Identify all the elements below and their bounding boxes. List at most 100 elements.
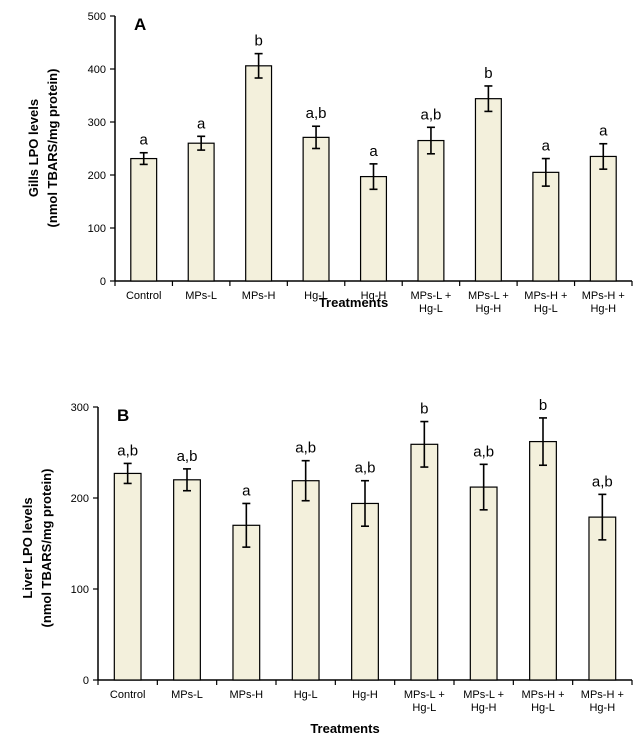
x-tick-label-line: MPs-H [242,290,276,302]
y-axis-title: (nmol TBARS/mg protein) [39,469,54,628]
y-tick-label: 0 [83,675,89,687]
significance-label: a,b [295,440,316,457]
chart-panel-a: 0 100 200 300 400 500 a Control a MPs-L b MPs-H a,b H… [26,11,633,315]
x-tick-label-line: MPs-L + [404,689,445,701]
x-tick-label: MPs-L [185,290,217,302]
x-tick-label: MPs-H + Hg-H [581,689,624,714]
x-axis-title: Treatments [319,295,388,310]
x-tick-label-line: MPs-L + [468,290,509,302]
x-tick-label-line: MPs-H + [521,689,564,701]
x-tick-label: MPs-L [171,689,203,701]
chart-panel-b: 0 100 200 300 a,b Control a,b MPs-L a MPs-H a,b Hg-… [20,397,633,735]
significance-label: a,b [473,443,494,460]
x-tick-label-line: Control [126,290,161,302]
y-axis-title: Gills LPO levels [26,99,41,197]
y-axis-title: (nmol TBARS/mg protein) [45,69,60,228]
bar [113,472,142,681]
x-tick-label-line: Hg-H [590,303,616,315]
significance-label: a,b [421,106,442,123]
x-tick-label-line: MPs-H + [582,290,625,302]
x-axis-title: Treatments [310,721,379,735]
x-tick-label-line: Hg-H [471,702,497,714]
x-tick-label: MPs-H [242,290,276,302]
significance-label: b [420,401,428,418]
x-tick-label: Hg-H [361,290,387,302]
significance-label: a [140,132,149,149]
bar [410,443,439,681]
bar [529,440,557,681]
bar [417,139,445,282]
x-tick-label: Control [126,290,161,302]
x-tick-label: MPs-H + Hg-L [521,689,564,714]
bar [130,157,158,282]
x-tick-label: MPs-H + Hg-H [582,290,625,315]
significance-label: b [539,397,547,414]
significance-label: a [599,123,608,140]
bar [588,516,617,681]
significance-label: a [242,482,251,499]
significance-label: a [542,138,551,155]
significance-label: a,b [355,460,376,477]
significance-label: a,b [592,473,613,490]
y-tick-label: 500 [88,11,106,23]
y-tick-label: 300 [88,117,106,129]
bar [187,142,215,282]
x-tick-label: MPs-H + Hg-L [524,290,567,315]
x-tick-label: MPs-L + Hg-L [404,689,445,714]
bar [245,65,273,282]
x-tick-label-line: MPs-H + [581,689,624,701]
x-tick-label: MPs-L + Hg-H [463,689,504,714]
x-tick-label-line: Hg-L [412,702,436,714]
bar [351,502,379,681]
x-tick-label-line: Hg-H [361,290,387,302]
bar [532,171,560,282]
y-tick-label: 300 [71,402,89,414]
x-tick-label-line: Hg-H [476,303,502,315]
panel-label: A [134,15,146,34]
significance-label: b [254,33,262,50]
significance-label: a [197,115,206,132]
x-tick-label: MPs-H [230,689,264,701]
panel-label: B [117,406,129,425]
x-tick-label-line: Hg-L [304,290,328,302]
x-tick-label: MPs-L + Hg-H [468,290,509,315]
x-tick-label-line: Hg-L [534,303,558,315]
x-tick-label-line: Hg-H [589,702,615,714]
x-tick-label: Control [110,689,145,701]
bar [469,486,498,681]
bar [474,98,502,282]
y-axis-title: Liver LPO levels [20,497,35,598]
x-tick-label-line: MPs-L [171,689,203,701]
significance-label: a [369,143,378,160]
x-tick-label-line: MPs-L [185,290,217,302]
y-tick-label: 400 [88,64,106,76]
y-tick-label: 200 [88,170,106,182]
y-tick-label: 100 [88,223,106,235]
bar [232,524,261,681]
x-tick-label: MPs-L + Hg-L [411,290,452,315]
bar [173,479,201,681]
x-tick-label-line: Hg-L [531,702,555,714]
x-tick-label-line: MPs-H [230,689,264,701]
significance-label: a,b [177,448,198,465]
x-tick-label-line: Hg-H [352,689,378,701]
significance-label: b [484,65,492,82]
bar [589,155,617,282]
x-tick-label-line: Hg-L [419,303,443,315]
x-tick-label-line: MPs-H + [524,290,567,302]
bar [302,136,330,282]
x-tick-label: Hg-L [294,689,318,701]
significance-label: a,b [306,105,327,122]
x-tick-label-line: MPs-L + [463,689,504,701]
x-tick-label-line: Hg-L [294,689,318,701]
x-tick-label: Hg-L [304,290,328,302]
x-tick-label: Hg-H [352,689,378,701]
y-tick-label: 200 [71,493,89,505]
y-tick-label: 100 [71,584,89,596]
x-tick-label-line: Control [110,689,145,701]
bar [291,480,320,681]
y-tick-label: 0 [100,276,106,288]
x-tick-label-line: MPs-L + [411,290,452,302]
bar [359,175,388,282]
